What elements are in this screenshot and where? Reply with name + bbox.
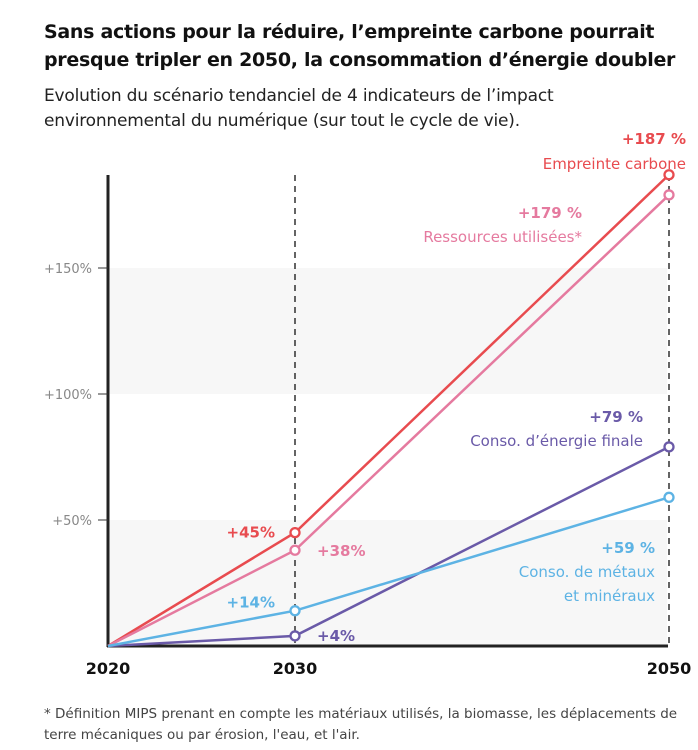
data-point xyxy=(289,526,301,539)
series-name-label: Empreinte carbone xyxy=(543,155,686,173)
series-name-label: et minéraux xyxy=(564,587,655,605)
y-tick-label: +50% xyxy=(52,514,92,529)
y-tick-label: +100% xyxy=(44,388,92,403)
data-point xyxy=(663,189,675,201)
chart-title: Sans actions pour la réduire, l’empreint… xyxy=(44,21,676,71)
value-label-2030: +4% xyxy=(317,627,355,645)
value-label-2030: +38% xyxy=(317,542,365,560)
y-tick-label: +150% xyxy=(44,262,92,277)
x-tick-label: 2020 xyxy=(86,659,131,678)
series-name-label: Conso. de métaux xyxy=(519,563,655,581)
data-point xyxy=(289,630,301,642)
series-name-label: Ressources utilisées* xyxy=(423,228,582,246)
value-label-2030: +14% xyxy=(227,594,275,612)
value-label-2050: +79 % xyxy=(589,408,643,426)
footnote: * Définition MIPS prenant en compte les … xyxy=(44,706,678,743)
series-name-label: Conso. d’énergie finale xyxy=(470,432,643,450)
x-tick-label: 2050 xyxy=(647,659,692,678)
value-label-2050: +187 % xyxy=(622,130,686,148)
value-label-2030: +45% xyxy=(227,524,275,542)
x-tick-label: 2030 xyxy=(273,659,318,678)
chart-subtitle: Evolution du scénario tendanciel de 4 in… xyxy=(44,86,554,131)
grid-band xyxy=(108,268,667,394)
data-point xyxy=(289,605,301,617)
value-label-2050: +59 % xyxy=(601,539,655,557)
value-label-2050: +179 % xyxy=(518,204,582,222)
data-point xyxy=(663,491,675,503)
data-point xyxy=(663,169,675,181)
data-point xyxy=(663,441,675,453)
data-point xyxy=(289,544,301,556)
